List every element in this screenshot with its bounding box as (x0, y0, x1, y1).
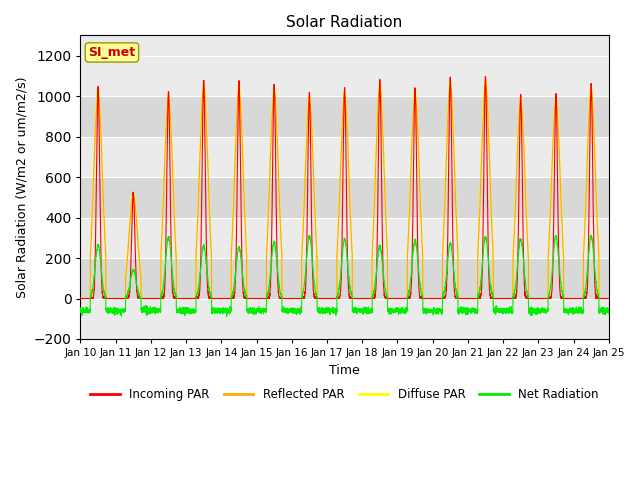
Bar (81, 217, 609, 258)
Legend: Incoming PAR, Reflected PAR, Diffuse PAR, Net Radiation: Incoming PAR, Reflected PAR, Diffuse PAR… (86, 384, 604, 406)
Bar (81, 56, 609, 96)
X-axis label: Time: Time (329, 363, 360, 377)
Title: Solar Radiation: Solar Radiation (287, 15, 403, 30)
Bar (81, 96, 609, 136)
Bar (81, 177, 609, 217)
Bar (81, 136, 609, 177)
Bar (81, 299, 609, 339)
Y-axis label: Solar Radiation (W/m2 or um/m2/s): Solar Radiation (W/m2 or um/m2/s) (15, 76, 28, 298)
Text: SI_met: SI_met (88, 46, 136, 59)
Bar (81, 258, 609, 299)
